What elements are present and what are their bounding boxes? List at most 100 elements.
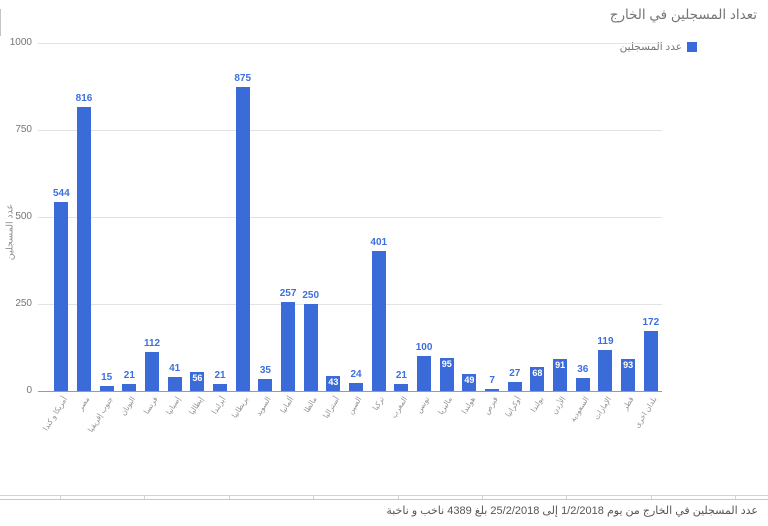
legend-label: عدد المسجلين [619,41,682,53]
bar-slot: 401 تركيا [367,43,390,411]
x-category-label: الإمارات [591,395,614,422]
bar-slot: 91 الأردن [549,43,572,416]
gridline [38,304,662,305]
bar-slot: 35 السويد [254,43,277,418]
bar-slot: 93 قطر [617,43,640,412]
bar[interactable] [394,383,409,391]
bar-slot: 119 الإمارات [592,43,617,422]
bar-value-label: 172 [642,317,660,329]
x-category-label: مالطا [301,395,319,415]
bar[interactable] [281,301,296,391]
bar-value-label: 27 [509,367,521,379]
bar-value-label: 250 [302,290,320,301]
bar-value-label: 41 [169,362,181,374]
bar-value-label: 875 [234,72,252,84]
bar-slot: 172 بلدان اخرى [632,43,662,429]
bar[interactable] [303,304,318,391]
gridline [38,130,662,131]
bar-slot: 49 هولندا [458,43,481,415]
bar-slot: 56 إيطاليا [186,43,209,416]
table-strip-separator [60,496,61,499]
bar-value-label: 21 [214,369,226,381]
bar[interactable]: 56 [190,371,205,391]
x-category-label: ألمانيا [278,395,296,415]
bar-value-label: 257 [279,287,297,299]
bar[interactable] [54,201,69,391]
bar-slot: 36 السعودية [568,43,594,423]
legend: عدد المسجلين [620,41,697,53]
bar-value-label: 91 [555,360,566,371]
y-tick-label: 250 [15,298,32,309]
y-tick-label: 500 [15,211,32,222]
bar[interactable] [507,381,522,391]
x-category-label: اليونان [118,395,137,418]
bar-slot: 95 ماليزيا [435,43,458,416]
bar-value-label: 68 [532,368,543,379]
bar[interactable]: 49 [462,373,477,391]
table-strip-separator [144,496,146,499]
table-strip-separator [228,496,230,499]
bar[interactable] [371,251,386,391]
bar-slot: 24 الصين [345,43,368,416]
bar-slot: 21 المغرب [389,43,413,420]
bar-slot: 7 قبرص [481,43,504,416]
bar-slot: 250 مالطا [299,43,322,414]
x-category-label: إيطاليا [187,395,206,417]
bar-value-label: 93 [623,359,634,370]
bar[interactable] [235,86,250,391]
bar[interactable] [167,376,182,391]
x-category-label: السويد [254,395,274,418]
bar-value-label: 21 [123,369,135,381]
bar-slot: 100 تونس [413,43,436,415]
x-category-label: تونس [414,395,432,415]
x-category-label: السعودية [567,395,591,424]
bar[interactable] [575,378,590,391]
bar-slot: 21 أيرلندا [209,43,232,416]
x-category-label: الصين [346,395,364,416]
table-strip [0,495,768,500]
x-category-label: فرنسا [142,395,160,416]
left-edge-artifact [0,9,1,36]
bar-slot: 544 أمريكا و كندا [41,43,73,433]
bar-value-label: 36 [577,364,589,376]
x-category-label: أوكرانيا [503,395,523,419]
y-tick-label: 750 [15,124,32,135]
x-category-label: ماليزيا [436,395,455,417]
bar-value-label: 35 [259,364,271,376]
bar[interactable]: 93 [621,358,636,391]
x-category-label: المغرب [388,395,410,420]
bar[interactable] [258,378,273,391]
bar[interactable]: 68 [530,367,545,391]
x-category-label: تركيا [371,395,387,412]
legend-color-swatch [687,42,697,52]
bar-slot: 21 اليونان [118,43,141,417]
bar-value-label: 95 [441,358,452,369]
bar[interactable] [598,349,613,391]
bar-value-label: 401 [370,237,388,249]
bar-slot: 43 أستراليا [321,43,345,420]
x-category-label: بريطانيا [230,395,251,420]
bar[interactable]: 91 [553,359,568,391]
table-strip-separator [313,496,315,499]
bar-slot: 257 ألمانيا [277,43,300,415]
bar[interactable] [643,331,658,391]
bar[interactable] [213,383,228,391]
bar[interactable] [417,356,432,391]
bar[interactable] [349,382,364,391]
bar[interactable]: 43 [326,376,341,391]
bar[interactable] [99,385,114,391]
table-strip-separator [397,496,399,499]
bar[interactable] [485,388,500,391]
x-category-label: بلدان اخرى [632,395,659,430]
bar[interactable]: 95 [439,357,454,391]
table-strip-separator [482,496,483,499]
plot-area: 544 أمريكا و كندا 816 مصر 15 جنوب إفريقيا 21 ال… [38,43,662,434]
x-category-label: بولندا [528,395,546,414]
bar-value-label: 544 [52,187,70,199]
x-category-label: أيرلندا [210,395,228,416]
bar[interactable] [77,107,91,391]
bar[interactable] [145,352,160,391]
bar-slot: 15 جنوب إفريقيا [85,43,118,434]
footer-note: عدد المسجلين في الخارج من يوم 1/2/2018 إ… [386,505,758,517]
bar[interactable] [122,383,137,391]
